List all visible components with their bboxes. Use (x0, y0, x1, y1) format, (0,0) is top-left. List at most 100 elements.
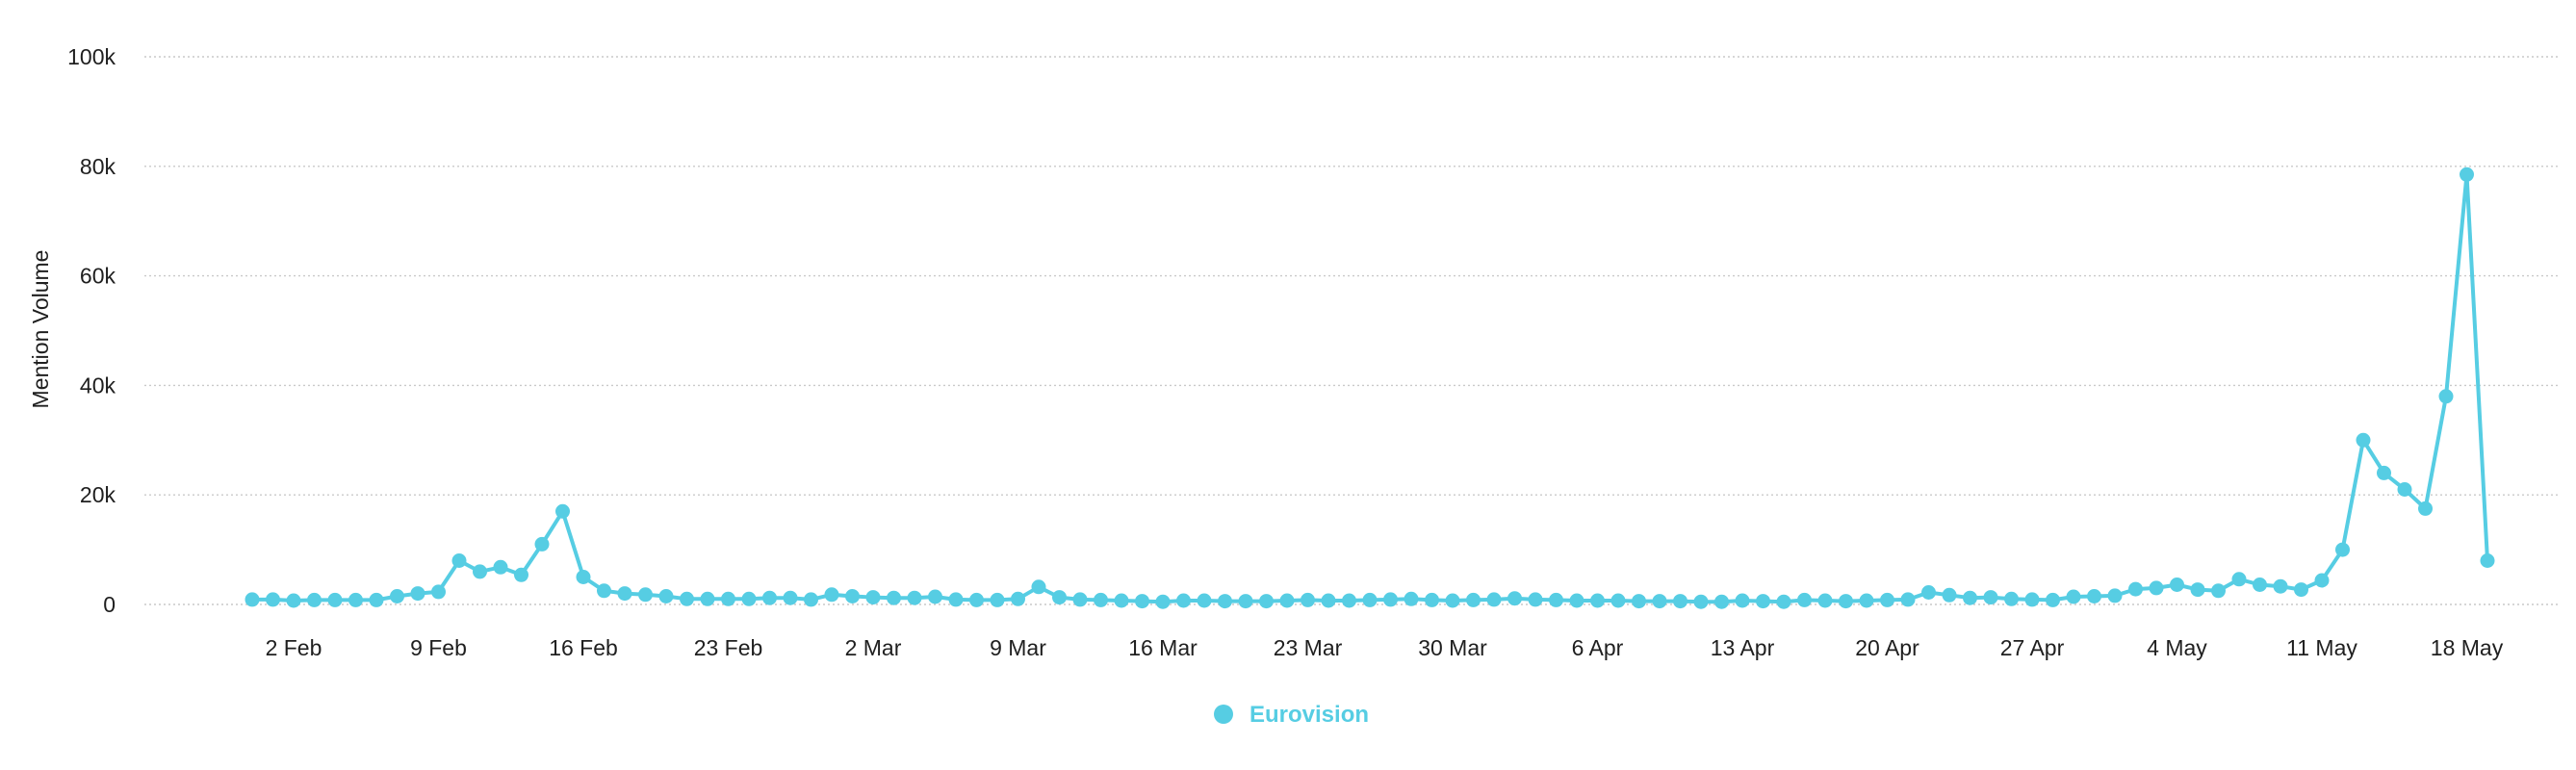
data-point[interactable] (2024, 592, 2040, 607)
data-point[interactable] (1735, 593, 1750, 608)
data-point[interactable] (969, 592, 984, 607)
data-point[interactable] (990, 592, 1005, 607)
data-point[interactable] (2377, 465, 2391, 480)
data-point[interactable] (286, 593, 301, 608)
data-point[interactable] (1052, 590, 1067, 605)
data-point[interactable] (1404, 591, 1419, 606)
data-point[interactable] (2397, 482, 2412, 497)
data-point[interactable] (1942, 587, 1957, 603)
data-point[interactable] (555, 503, 570, 519)
data-point[interactable] (2294, 582, 2308, 598)
data-point[interactable] (1094, 592, 1108, 607)
data-point[interactable] (576, 570, 591, 584)
data-point[interactable] (887, 590, 901, 605)
data-point[interactable] (597, 583, 611, 599)
data-point[interactable] (2253, 578, 2267, 592)
data-point[interactable] (1218, 594, 1232, 609)
data-point[interactable] (1135, 594, 1149, 609)
data-point[interactable] (1963, 590, 1977, 605)
data-point[interactable] (2149, 580, 2164, 596)
data-point[interactable] (1652, 594, 1667, 609)
data-point[interactable] (928, 589, 942, 604)
data-point[interactable] (1590, 593, 1605, 608)
data-point[interactable] (1011, 591, 1025, 606)
data-point[interactable] (327, 592, 343, 607)
data-point[interactable] (1983, 590, 1998, 605)
data-point[interactable] (865, 590, 881, 605)
legend[interactable]: Eurovision (1214, 702, 1369, 728)
data-point[interactable] (390, 589, 404, 603)
data-point[interactable] (1921, 585, 1936, 600)
data-point[interactable] (1466, 592, 1481, 607)
data-point[interactable] (1486, 592, 1502, 607)
data-point[interactable] (1301, 592, 1315, 607)
data-point[interactable] (2356, 432, 2371, 448)
data-point[interactable] (2046, 592, 2060, 607)
data-point[interactable] (534, 536, 550, 552)
data-point[interactable] (493, 559, 508, 575)
data-point[interactable] (783, 590, 798, 605)
data-point[interactable] (845, 589, 860, 603)
data-point[interactable] (1155, 594, 1171, 609)
data-point[interactable] (638, 587, 653, 603)
data-point[interactable] (1507, 591, 1522, 606)
data-point[interactable] (1880, 592, 1894, 607)
data-point[interactable] (1569, 593, 1584, 608)
data-point[interactable] (2231, 572, 2247, 587)
data-point[interactable] (1342, 593, 1356, 608)
data-point[interactable] (2107, 588, 2123, 603)
data-point[interactable] (431, 584, 446, 600)
data-point[interactable] (514, 567, 528, 582)
data-point[interactable] (1321, 593, 1336, 608)
data-point[interactable] (762, 590, 777, 605)
data-point[interactable] (2418, 500, 2433, 516)
data-point[interactable] (2480, 553, 2495, 568)
data-point[interactable] (2087, 589, 2101, 603)
data-point[interactable] (2170, 578, 2184, 592)
data-point[interactable] (2211, 583, 2226, 599)
data-point[interactable] (1197, 593, 1212, 608)
data-point[interactable] (307, 592, 322, 607)
data-point[interactable] (721, 591, 735, 606)
data-point[interactable] (1673, 594, 1687, 609)
data-point[interactable] (1900, 592, 1916, 607)
data-point[interactable] (451, 553, 467, 568)
data-point[interactable] (1114, 593, 1129, 608)
data-point[interactable] (2190, 582, 2205, 598)
data-point[interactable] (2438, 389, 2454, 404)
data-point[interactable] (907, 590, 922, 605)
data-point[interactable] (804, 592, 818, 607)
data-point[interactable] (1425, 592, 1439, 607)
data-point[interactable] (1756, 594, 1770, 609)
data-point[interactable] (1797, 592, 1812, 607)
data-point[interactable] (1714, 594, 1729, 609)
data-point[interactable] (1632, 594, 1646, 609)
data-point[interactable] (266, 592, 280, 607)
data-point[interactable] (2066, 589, 2081, 604)
data-point[interactable] (1031, 579, 1046, 595)
data-point[interactable] (1693, 594, 1709, 609)
data-point[interactable] (2335, 542, 2350, 557)
data-point[interactable] (1383, 592, 1398, 607)
data-point[interactable] (1859, 593, 1874, 608)
data-point[interactable] (1362, 592, 1378, 607)
data-point[interactable] (2004, 591, 2019, 606)
data-point[interactable] (1238, 594, 1253, 609)
data-point[interactable] (1549, 592, 1563, 607)
data-point[interactable] (1072, 592, 1088, 607)
data-point[interactable] (2460, 167, 2474, 182)
data-point[interactable] (1776, 594, 1791, 609)
data-point[interactable] (1610, 593, 1626, 608)
data-point[interactable] (1817, 593, 1833, 608)
data-point[interactable] (348, 592, 363, 607)
data-point[interactable] (2314, 573, 2330, 588)
data-point[interactable] (2128, 581, 2143, 597)
data-point[interactable] (700, 591, 715, 606)
data-point[interactable] (680, 591, 694, 606)
data-point[interactable] (741, 591, 757, 606)
data-point[interactable] (1839, 594, 1853, 609)
data-point[interactable] (1259, 594, 1274, 609)
data-point[interactable] (824, 587, 839, 603)
data-point[interactable] (1445, 593, 1460, 608)
data-point[interactable] (1528, 592, 1543, 607)
